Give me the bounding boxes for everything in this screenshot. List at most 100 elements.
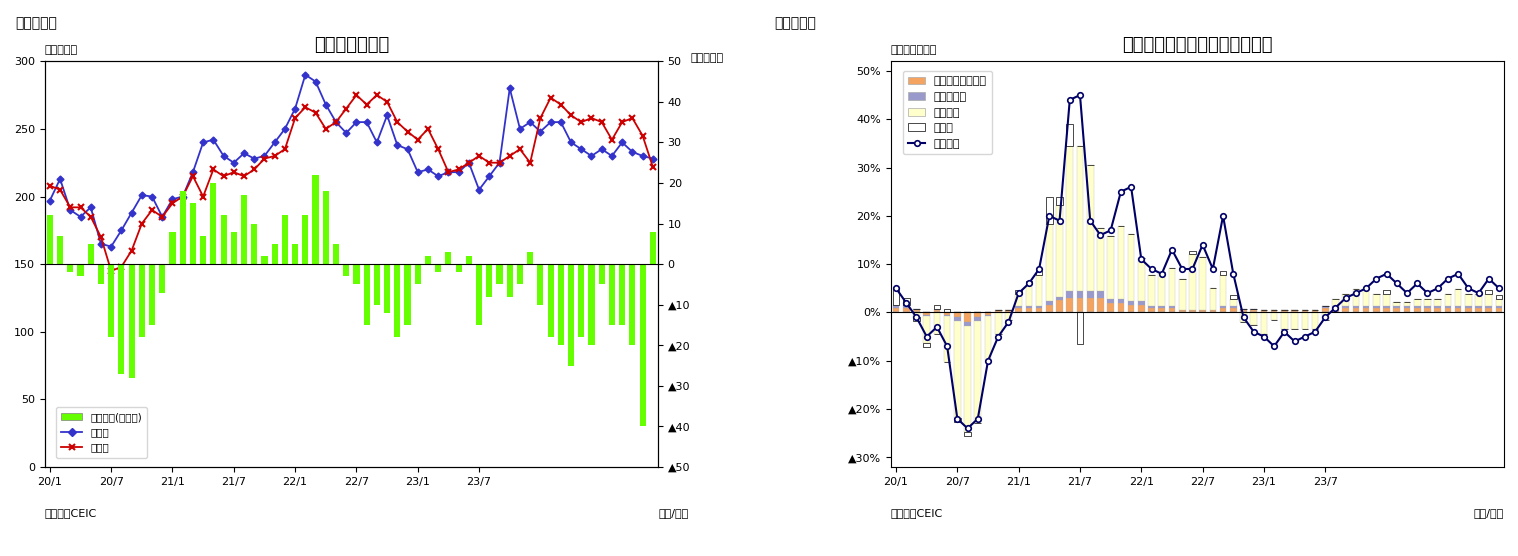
Bar: [1413, 306, 1421, 307]
Bar: [88, 244, 94, 264]
Bar: [1251, 310, 1257, 312]
Bar: [1138, 305, 1145, 312]
Bar: [985, 316, 991, 360]
Bar: [1076, 146, 1084, 291]
Bar: [964, 322, 972, 326]
Bar: [1138, 258, 1145, 301]
Bar: [1035, 306, 1043, 307]
Bar: [404, 264, 410, 325]
Bar: [1495, 295, 1503, 299]
Bar: [527, 252, 533, 264]
Bar: [975, 317, 981, 321]
Bar: [414, 264, 420, 285]
Bar: [1322, 312, 1328, 320]
Bar: [598, 264, 604, 285]
Bar: [302, 216, 308, 264]
Bar: [975, 312, 981, 317]
Bar: [1342, 307, 1350, 312]
Bar: [1251, 312, 1257, 325]
Bar: [1016, 290, 1022, 294]
Bar: [619, 264, 625, 325]
Bar: [507, 264, 513, 296]
Bar: [138, 264, 144, 337]
Bar: [58, 236, 64, 264]
輸出全体: [1081, 217, 1099, 224]
Text: （億ドル）: （億ドル）: [44, 45, 77, 55]
Bar: [1148, 307, 1155, 312]
Bar: [313, 175, 319, 264]
Bar: [436, 264, 442, 272]
Bar: [1230, 306, 1237, 307]
Bar: [1424, 307, 1431, 312]
Bar: [1322, 307, 1328, 312]
Bar: [1271, 310, 1278, 312]
Bar: [129, 264, 135, 378]
Bar: [994, 312, 1002, 334]
Bar: [1353, 307, 1359, 312]
Bar: [1057, 197, 1063, 205]
Bar: [1057, 300, 1063, 312]
Bar: [1026, 285, 1032, 306]
Bar: [1486, 290, 1492, 294]
Bar: [914, 310, 920, 312]
Bar: [903, 298, 909, 305]
Bar: [1363, 289, 1369, 306]
輸出全体: [958, 425, 976, 432]
Bar: [953, 418, 961, 421]
Bar: [1333, 307, 1339, 312]
Bar: [1210, 310, 1216, 312]
Bar: [1475, 294, 1482, 306]
Bar: [1158, 306, 1166, 307]
Bar: [1413, 299, 1421, 306]
Bar: [1026, 306, 1032, 307]
Bar: [250, 224, 258, 264]
Bar: [1087, 298, 1093, 312]
Bar: [332, 244, 339, 264]
輸出全体: [999, 319, 1017, 325]
Legend: 農産物・同加工品, 鉱物・燃料, 工業製品, その他, 輸出全体: 農産物・同加工品, 鉱物・燃料, 工業製品, その他, 輸出全体: [903, 71, 993, 154]
Bar: [1169, 306, 1175, 307]
Bar: [1465, 307, 1471, 312]
Bar: [985, 312, 991, 315]
Bar: [1138, 301, 1145, 305]
Bar: [953, 321, 961, 418]
Bar: [903, 305, 909, 307]
輸出全体: [887, 285, 905, 292]
Bar: [1486, 294, 1492, 306]
Bar: [1281, 312, 1287, 329]
Bar: [466, 256, 472, 264]
Bar: [1179, 279, 1186, 310]
Bar: [1169, 267, 1175, 306]
Bar: [1495, 307, 1503, 312]
Bar: [1067, 291, 1073, 298]
Bar: [395, 264, 401, 337]
Bar: [1404, 307, 1410, 312]
Bar: [1026, 307, 1032, 312]
Bar: [589, 264, 595, 345]
Bar: [373, 264, 380, 305]
Bar: [964, 432, 972, 436]
Bar: [1189, 310, 1196, 312]
Bar: [1107, 299, 1114, 303]
Bar: [1445, 307, 1451, 312]
Bar: [1057, 296, 1063, 300]
Text: （前年同月比）: （前年同月比）: [891, 45, 937, 55]
Bar: [1087, 165, 1093, 291]
Title: タイの貿易収支: タイの貿易収支: [314, 36, 389, 54]
Bar: [1394, 307, 1400, 312]
Bar: [1230, 307, 1237, 312]
Bar: [118, 264, 124, 374]
Bar: [518, 264, 524, 285]
Bar: [953, 312, 961, 317]
Bar: [1333, 299, 1339, 306]
Bar: [425, 256, 431, 264]
Bar: [67, 264, 73, 272]
Bar: [1076, 298, 1084, 312]
Bar: [455, 264, 461, 272]
輸出全体: [1286, 338, 1304, 345]
Bar: [1016, 307, 1022, 312]
Bar: [384, 264, 390, 313]
Bar: [261, 256, 267, 264]
Bar: [923, 312, 931, 315]
Bar: [1374, 294, 1380, 306]
